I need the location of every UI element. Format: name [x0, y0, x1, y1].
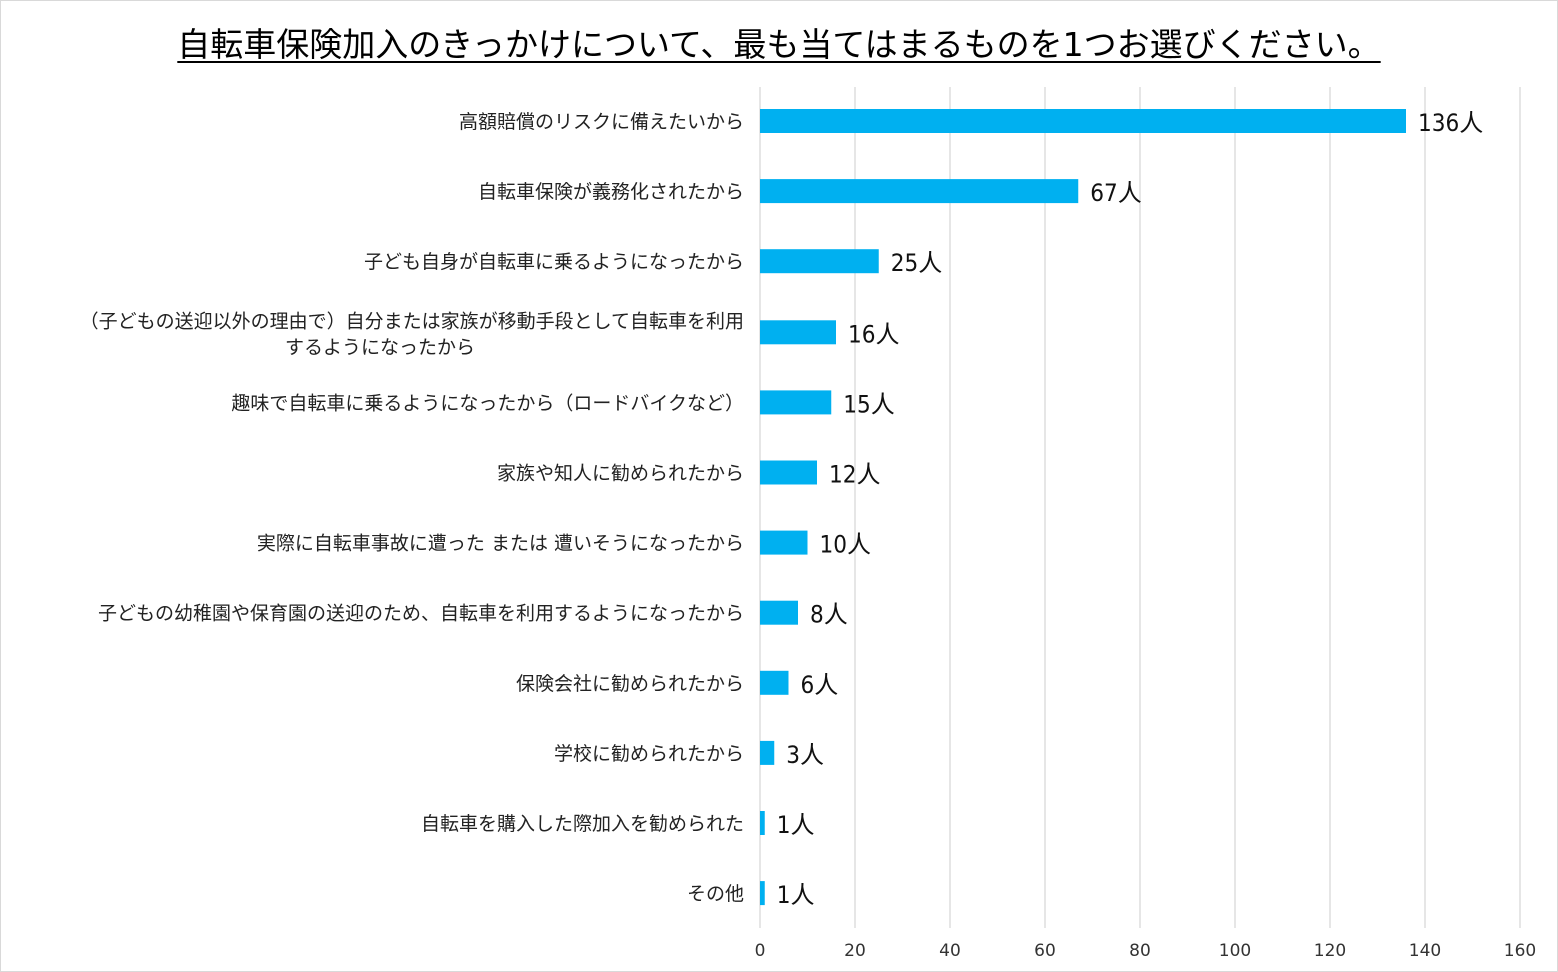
category-label: （子どもの送迎以外の理由で）自分または家族が移動手段として自転車を利用	[80, 310, 744, 332]
bar	[760, 600, 798, 625]
value-labels: 136人 67人 25人 16人 15人 12人 10人 8人 6人 3人 1人 1人	[777, 109, 1483, 909]
bar	[760, 530, 808, 555]
category-label: 高額賠償のリスクに備えたいから	[459, 111, 744, 133]
chart-title: 自転車保険加入のきっかけについて、最も当てはまるものを1つお選びください。	[0, 18, 1558, 66]
bar	[760, 670, 789, 695]
chart-title-text: 自転車保険加入のきっかけについて、最も当てはまるものを1つお選びください。	[177, 25, 1381, 64]
bar	[760, 740, 775, 765]
category-label: 子ども自身が自転車に乗るようになったから	[364, 251, 744, 273]
x-tick-label: 40	[939, 941, 961, 961]
data-label: 15人	[843, 390, 894, 418]
x-tick-label: 0	[755, 941, 766, 961]
bar	[760, 109, 1406, 133]
data-label: 67人	[1090, 179, 1141, 207]
data-label: 8人	[810, 601, 848, 629]
data-label: 3人	[786, 741, 824, 769]
bar	[760, 390, 832, 415]
x-tick-label: 120	[1314, 941, 1346, 961]
category-label: 学校に勧められたから	[554, 743, 744, 765]
category-label: 自転車を購入した際加入を勧められた	[421, 813, 744, 835]
bar	[760, 881, 765, 906]
category-label: その他	[687, 883, 744, 905]
grid-lines	[759, 87, 1521, 928]
bar	[760, 811, 765, 835]
data-label: 136人	[1418, 109, 1483, 137]
data-label: 25人	[891, 249, 942, 277]
data-label: 16人	[848, 320, 899, 348]
category-label: 家族や知人に勧められたから	[497, 463, 744, 485]
x-tick-label: 140	[1409, 941, 1441, 961]
bar	[760, 460, 817, 485]
x-tick-label: 20	[844, 941, 866, 961]
x-tick-label: 60	[1034, 941, 1056, 961]
x-tick-label: 80	[1129, 941, 1151, 961]
category-label: 実際に自転車事故に遭った または 遭いそうになったから	[257, 533, 744, 555]
bar	[760, 179, 1079, 204]
x-axis-ticks: 0 20 40 60 80 100 120 140 160	[755, 941, 1537, 961]
category-label: 自転車保険が義務化されたから	[478, 181, 744, 203]
data-label: 1人	[777, 881, 815, 909]
bar	[760, 249, 879, 274]
bars	[760, 109, 1406, 906]
category-label: 保険会社に勧められたから	[516, 673, 744, 695]
data-label: 1人	[777, 811, 815, 839]
category-label-line2: するようになったから	[285, 336, 475, 358]
category-labels: 高額賠償のリスクに備えたいから自転車保険が義務化されたから子ども自身が自転車に乗…	[80, 111, 744, 905]
data-label: 6人	[801, 671, 839, 699]
data-label: 12人	[829, 461, 880, 489]
x-tick-label: 100	[1219, 941, 1251, 961]
category-label: 趣味で自転車に乗るようになったから（ロードバイクなど）	[231, 392, 744, 414]
x-tick-label: 160	[1504, 941, 1536, 961]
category-label: 子どもの幼稚園や保育園の送迎のため、自転車を利用するようになったから	[98, 603, 744, 625]
data-label: 10人	[820, 531, 871, 559]
bar	[760, 320, 836, 345]
